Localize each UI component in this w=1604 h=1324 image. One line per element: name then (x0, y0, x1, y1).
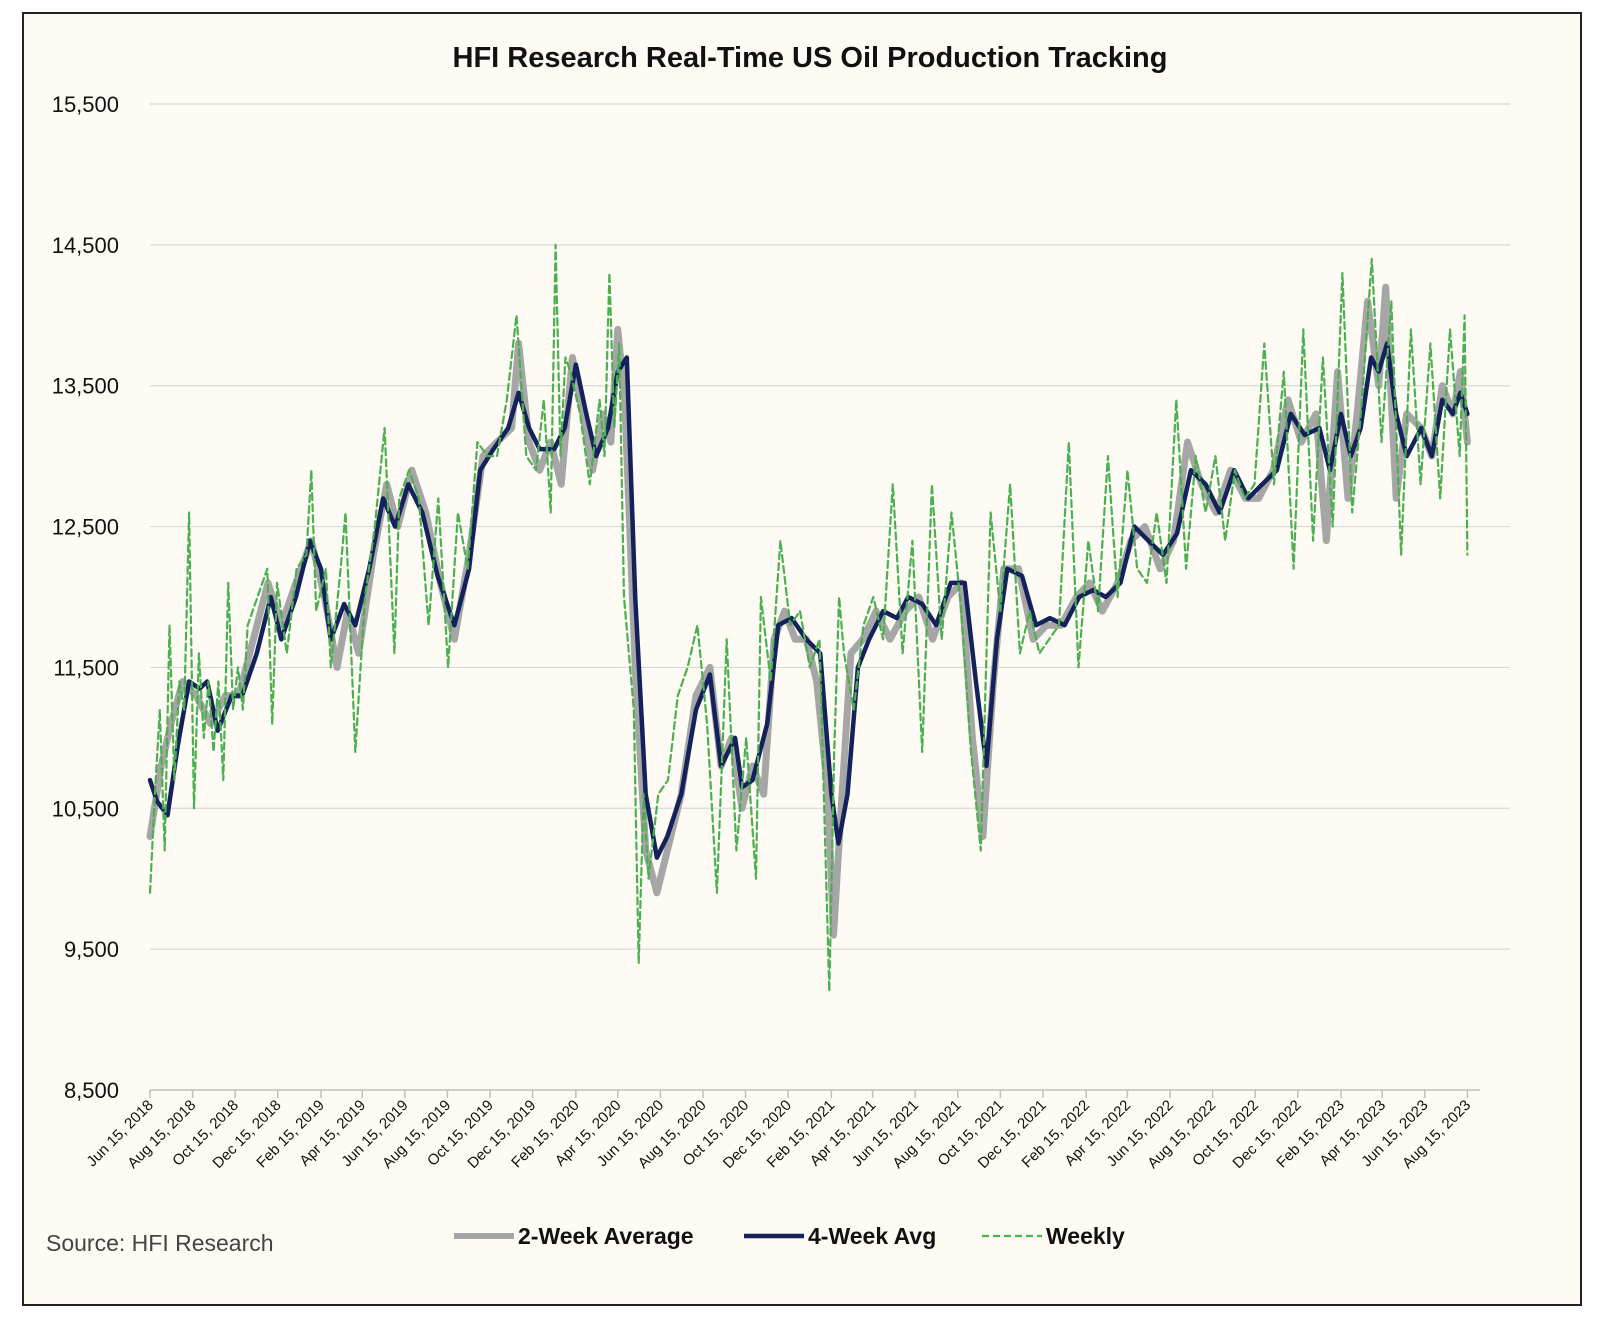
y-tick-label: 13,500 (52, 374, 119, 399)
chart-frame: HFI Research Real-Time US Oil Production… (22, 12, 1582, 1306)
chart-svg: HFI Research Real-Time US Oil Production… (46, 42, 1510, 1256)
y-tick-label: 8,500 (64, 1078, 119, 1103)
legend-label: Weekly (1046, 1223, 1125, 1249)
source-note: Source: HFI Research (46, 1230, 274, 1256)
y-tick-label: 15,500 (52, 92, 119, 117)
y-tick-label: 12,500 (52, 515, 119, 540)
series-lines (146, 243, 1471, 993)
y-axis-ticks: 15,500 14,500 13,500 12,500 11,500 10,500 9,50… (52, 92, 119, 1103)
legend-label: 2-Week Average (518, 1223, 694, 1249)
y-tick-label: 9,500 (64, 937, 119, 962)
legend: 2-Week Average 4-Week Avg Weekly (454, 1223, 1125, 1249)
y-tick-label: 10,500 (52, 796, 119, 821)
series-line-weekly (148, 243, 1469, 993)
legend-label: 4-Week Avg (808, 1223, 936, 1249)
y-tick-label: 14,500 (52, 233, 119, 258)
chart-title: HFI Research Real-Time US Oil Production… (453, 42, 1168, 74)
y-tick-label: 11,500 (53, 655, 119, 680)
